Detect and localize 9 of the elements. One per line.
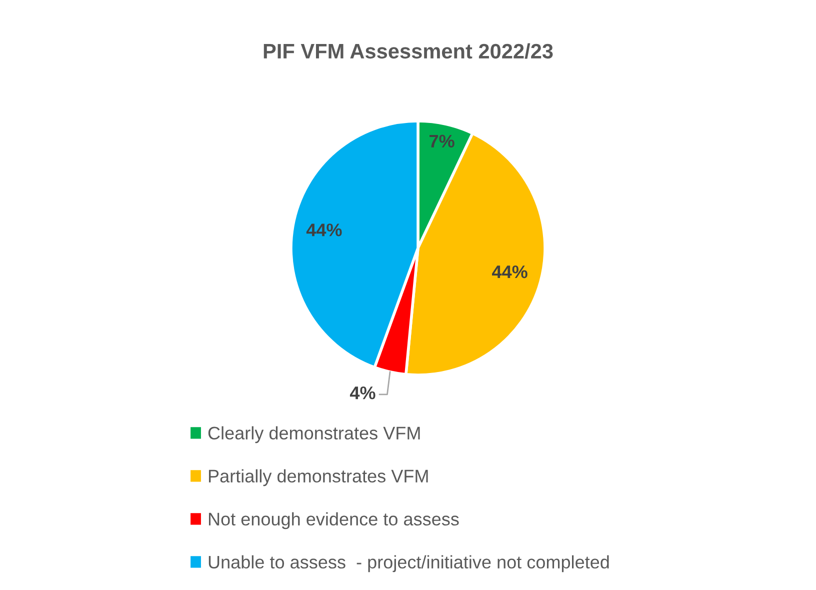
data-label: 44%	[492, 265, 528, 278]
legend-label: Clearly demonstrates VFM	[208, 426, 420, 444]
data-label: 7%	[430, 134, 454, 148]
legend-label: Unable to assess - project/initiative not completed	[208, 555, 609, 572]
chart-title: PIF VFM Assessment 2022/23	[264, 43, 553, 59]
legend-label: Partially demonstrates VFM	[208, 469, 428, 486]
data-label: 4%	[350, 386, 376, 400]
legend-label: Not enough evidence to assess	[208, 512, 459, 530]
data-label: 44%	[306, 224, 342, 236]
